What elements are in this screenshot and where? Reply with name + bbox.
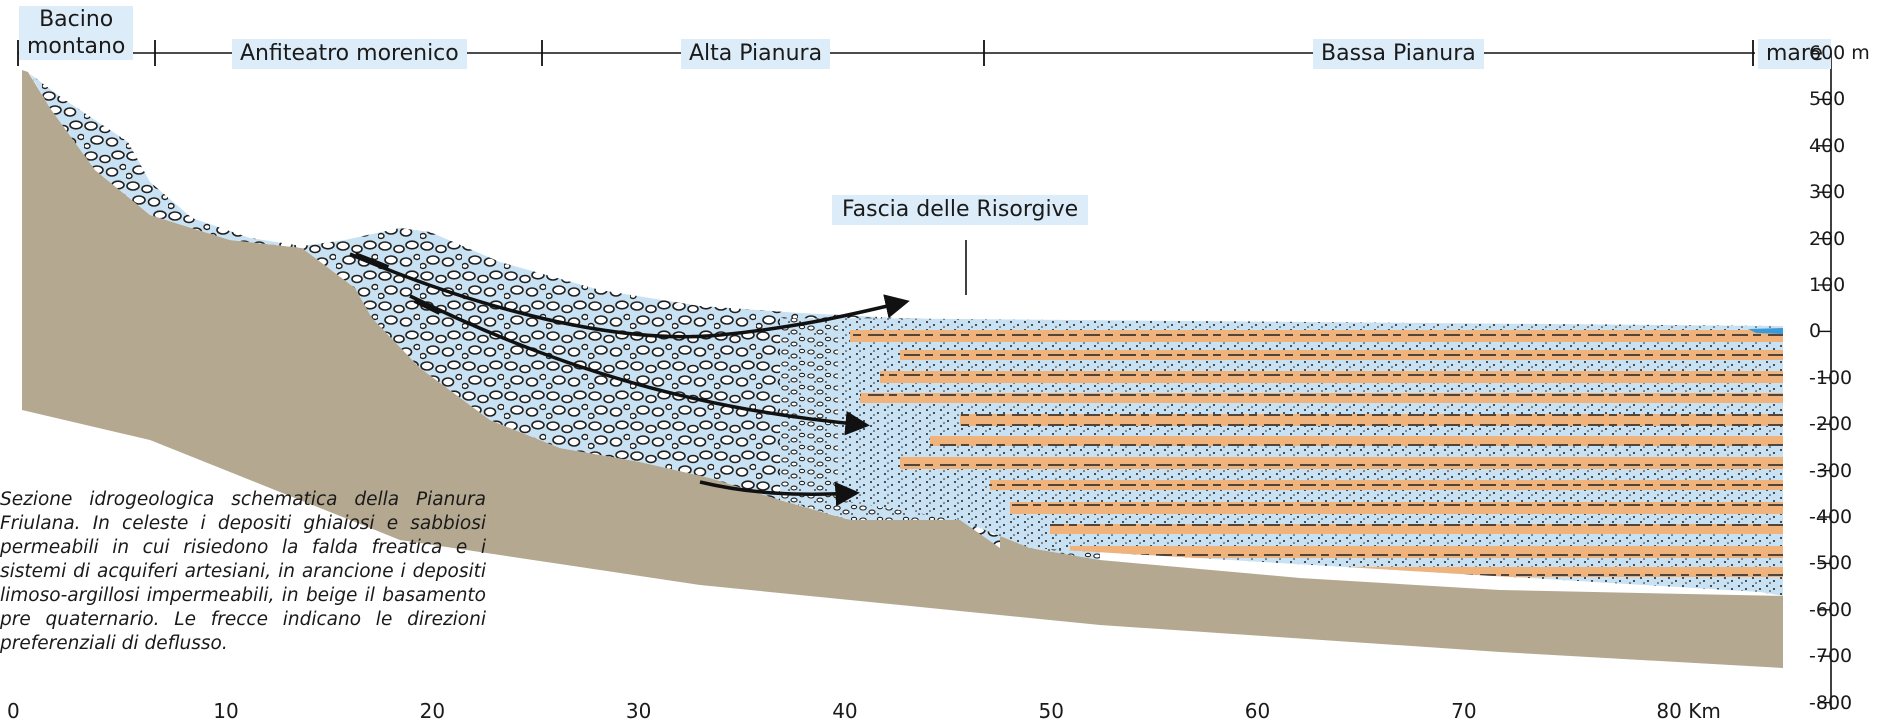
elevation-tick-label: -700 — [1809, 645, 1853, 668]
clay-band — [850, 330, 1783, 342]
clay-band — [1050, 524, 1783, 534]
clay-band — [930, 436, 1783, 446]
zone-label-alta: Alta Pianura — [681, 39, 831, 69]
figure-caption: Sezione idrogeologica schematica della P… — [0, 489, 486, 654]
clay-band — [900, 457, 1783, 469]
elevation-tick-label: -300 — [1809, 459, 1853, 482]
distance-tick-label: 60 — [1244, 699, 1271, 723]
elevation-tick-label: -800 — [1809, 691, 1853, 714]
clay-band — [880, 371, 1783, 383]
sea-water — [1748, 328, 1783, 334]
elevation-tick-label: -100 — [1809, 366, 1853, 389]
distance-tick-label: 70 — [1451, 699, 1477, 723]
clay-band — [860, 393, 1783, 403]
elevation-tick-label: 400 — [1809, 134, 1846, 157]
zone-label-bassa: Bassa Pianura — [1313, 39, 1484, 69]
distance-tick-label: 50 — [1038, 699, 1064, 723]
distance-tick-label: 20 — [419, 699, 446, 723]
elevation-tick-label: -500 — [1809, 552, 1853, 575]
zone-label-bacino-line2: montano — [27, 34, 126, 59]
risorgive-label: Fascia delle Risorgive — [832, 195, 1089, 225]
clay-band — [1010, 502, 1783, 514]
distance-tick-label: 30 — [625, 699, 652, 723]
elevation-axis-ticks — [1818, 52, 1831, 704]
distance-tick-label: 80 Km — [1656, 699, 1721, 723]
elevation-tick-label: 0 — [1809, 320, 1822, 343]
bassa-pianura-layers — [838, 318, 1783, 596]
zone-scale-ticks — [17, 40, 1754, 66]
distance-tick-label: 0 — [7, 699, 20, 723]
elevation-tick-label: 100 — [1809, 274, 1846, 296]
elevation-tick-label: 200 — [1809, 227, 1846, 250]
clay-band — [1100, 567, 1783, 577]
flow-arrow-lower-origin — [413, 297, 442, 315]
elevation-tick-label: 500 — [1809, 88, 1846, 111]
flow-arrow-artesian-lower — [699, 480, 860, 507]
distance-tick-label: 10 — [213, 699, 239, 723]
flow-arrow-phreatic — [349, 252, 910, 339]
basement-layer — [22, 70, 1783, 668]
flow-arrow-artesian-upper — [409, 294, 870, 436]
clay-band — [900, 350, 1783, 360]
elevation-tick-label: -200 — [1809, 413, 1853, 436]
clay-band — [960, 414, 1783, 426]
zone-label-anfiteatro: Anfiteatro morenico — [232, 39, 467, 69]
clay-band — [1070, 546, 1783, 558]
elevation-tick-label: 600 m — [1809, 42, 1870, 64]
elevation-tick-label: 300 — [1809, 181, 1846, 204]
elevation-tick-label: -600 — [1809, 598, 1853, 621]
distance-tick-label: 40 — [832, 699, 858, 723]
zone-label-mare: mare — [1758, 39, 1832, 69]
zone-label-bacino-line1: Bacino — [39, 7, 114, 32]
flow-arrow-upper-origin — [353, 252, 390, 271]
elevation-tick-label: -400 — [1809, 506, 1853, 528]
zone-label-bacino: Bacino montano — [19, 6, 134, 60]
clay-band — [990, 480, 1783, 490]
